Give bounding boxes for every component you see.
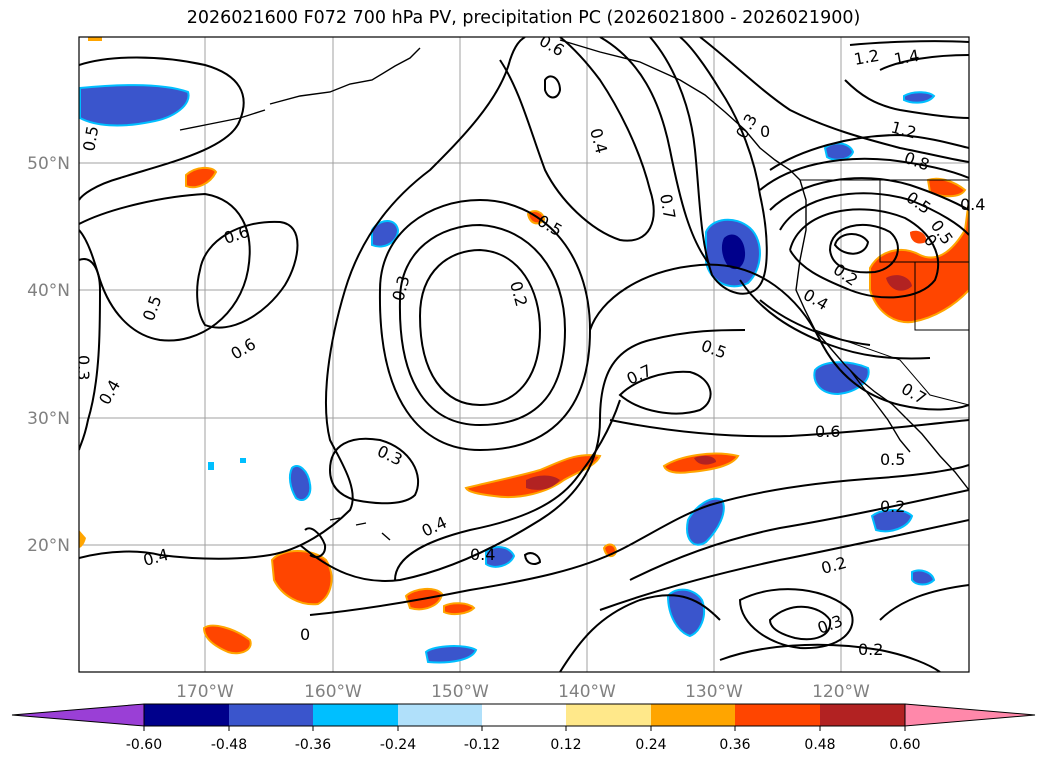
- precip-pos-edge: [79, 530, 86, 548]
- lon-labels: 170°W 160°W 150°W 140°W 130°W 120°W: [176, 682, 870, 702]
- precip-pos-band1: [464, 454, 602, 498]
- map-panel: 0.5 0.6 1.2 1.4 0.4 0.7 0.5 0.7 0.5 0.6 …: [74, 37, 969, 672]
- precip-negative: [79, 84, 936, 664]
- map-title: 2026021600 F072 700 hPa PV, precipitatio…: [186, 8, 861, 28]
- lat-label: 50°N: [27, 154, 70, 174]
- precip-pos-band1-core: [526, 475, 560, 490]
- colorbar-segment: [313, 704, 398, 726]
- contour-label: 1.2: [852, 46, 880, 69]
- lon-label: 170°W: [176, 682, 234, 702]
- precip-neg-north-pacific: [79, 84, 190, 127]
- precip-neg-mid: [371, 220, 400, 248]
- lon-label: 120°W: [812, 682, 870, 702]
- colorbar-segment: [229, 704, 313, 726]
- colorbar-label: 0.48: [804, 737, 835, 753]
- precip-neg-s6: [911, 569, 936, 586]
- colorbar-label: -0.60: [126, 737, 162, 753]
- lon-label: 140°W: [558, 682, 616, 702]
- colorbar-label: -0.24: [380, 737, 416, 753]
- precip-neg-bc: [823, 142, 855, 161]
- colorbar-label: -0.12: [464, 737, 500, 753]
- contour-label: 1.4: [892, 46, 920, 69]
- colorbar-label: -0.48: [211, 737, 247, 753]
- contour-label: 0.3: [74, 355, 93, 380]
- precip-pos-np: [185, 166, 218, 189]
- contour-label: 0.6: [815, 422, 840, 441]
- colorbar: -0.60 -0.48 -0.36 -0.24 -0.12 0.12 0.24 …: [11, 703, 1036, 753]
- lat-label: 20°N: [27, 536, 70, 556]
- colorbar-segment: [398, 704, 482, 726]
- contour-label: 0.4: [470, 545, 495, 564]
- lat-label: 30°N: [27, 409, 70, 429]
- colorbar-segment: [651, 704, 735, 726]
- precip-neg-ca-coast: [813, 361, 870, 396]
- precip-neg-hawaii: [288, 465, 312, 502]
- pv-contours: [79, 37, 969, 672]
- contour-label: 0.5: [79, 124, 102, 152]
- colorbar-segment: [566, 704, 651, 726]
- precip-positive: [79, 37, 969, 655]
- colorbar-label: -0.36: [295, 737, 331, 753]
- precip-pos-pnw: [869, 199, 969, 324]
- colorbar-segment: [144, 704, 229, 726]
- contour-label: 0.5: [880, 450, 905, 469]
- lon-label: 160°W: [304, 682, 362, 702]
- colorbar-segment: [820, 704, 905, 726]
- colorbar-label: 0.60: [889, 737, 920, 753]
- colorbar-label: 0.36: [719, 737, 750, 753]
- precip-pos-band2-core: [694, 455, 716, 465]
- contour-label: 0.7: [656, 192, 679, 220]
- precip-pos-sw: [270, 550, 333, 606]
- lon-label: 130°W: [685, 682, 743, 702]
- precip-neg-s2: [870, 509, 914, 533]
- lon-label: 150°W: [431, 682, 489, 702]
- contour-label: 0: [760, 122, 770, 141]
- precip-pos-s2: [443, 602, 476, 616]
- colorbar-segment: [735, 704, 820, 726]
- precip-pos-pnw-2: [910, 230, 927, 244]
- colorbar-label: 0.12: [550, 737, 581, 753]
- lat-labels: 50°N 40°N 30°N 20°N: [27, 154, 70, 556]
- contour-label: 0.4: [960, 195, 985, 214]
- contour-label: 0: [300, 625, 310, 644]
- precip-neg-s3: [485, 546, 516, 568]
- precip-neg-ne: [903, 91, 936, 104]
- precip-pos-pnw-core: [886, 275, 912, 291]
- map-frame: [78, 36, 970, 673]
- contour-label: 0.2: [880, 497, 905, 516]
- contour-label: 0.2: [858, 640, 883, 659]
- colorbar-extend-min: [11, 703, 145, 727]
- colorbar-extend-max: [904, 703, 1036, 727]
- precip-pos-s3: [202, 624, 252, 655]
- colorbar-label: 0.24: [635, 737, 666, 753]
- precip-neg-s5: [424, 645, 478, 664]
- lat-label: 40°N: [27, 281, 70, 301]
- precip-neg-gulf-core: [721, 234, 746, 270]
- colorbar-segment: [482, 704, 566, 726]
